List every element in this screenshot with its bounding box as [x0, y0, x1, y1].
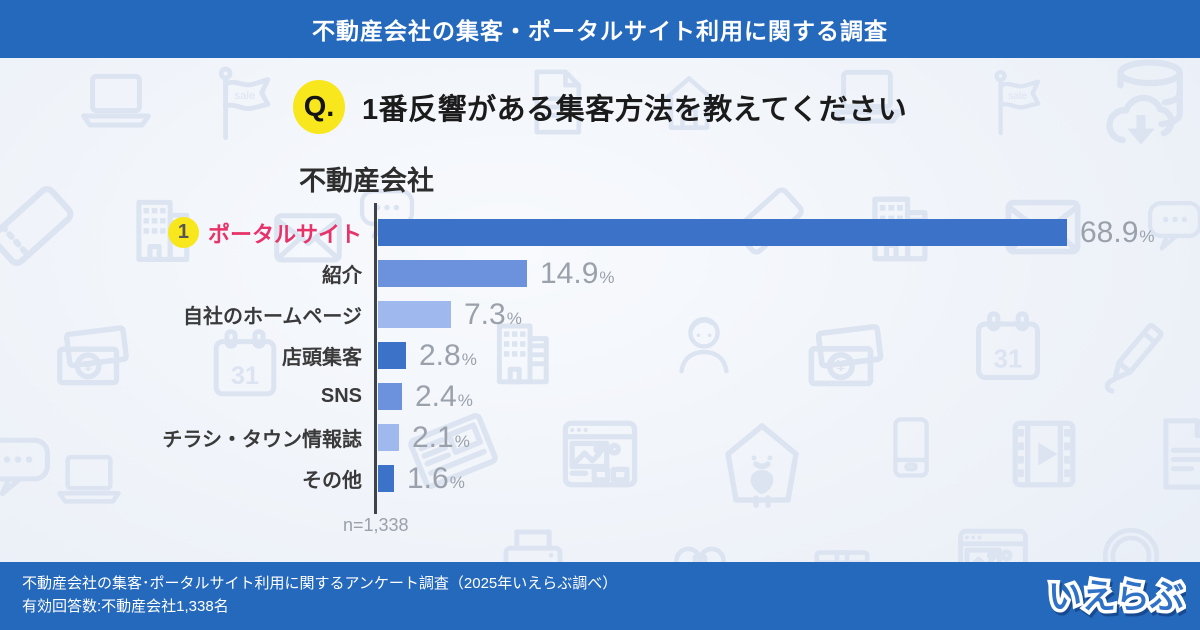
category-label: SNS — [0, 385, 362, 408]
bar — [378, 424, 399, 451]
category-label: 紹介 — [0, 259, 362, 288]
bar — [378, 465, 394, 492]
question-badge: Q. — [293, 80, 345, 134]
value-number: 14.9 — [540, 256, 599, 290]
bar — [378, 260, 527, 287]
category-label-text: ポータルサイト — [207, 221, 362, 247]
chart-row: SNS 2.4 % — [0, 376, 1200, 417]
question-row: Q. 1番反響がある集客方法を教えてください — [293, 80, 907, 134]
value-label: 68.9 % — [1080, 216, 1155, 250]
value-number: 2.1 — [412, 420, 454, 454]
value-unit: % — [457, 390, 473, 410]
category-label: 店頭集客 — [0, 341, 362, 370]
chart-row: その他 1.6 % — [0, 458, 1200, 499]
survey-source-line2: 有効回答数:不動産会社1,338名 — [22, 597, 229, 615]
value-number: 2.4 — [415, 379, 457, 413]
category-label: 自社のホームページ — [0, 300, 362, 329]
category-label-text: SNS — [320, 385, 362, 407]
bar-chart: 1 ポータルサイト 68.9 % 紹介 14.9 % 自社のホームページ 7.3… — [0, 212, 1200, 499]
category-label-text: 店頭集客 — [282, 347, 362, 369]
value-label: 2.8 % — [419, 339, 477, 373]
category-label: チラシ・タウン情報誌 — [0, 423, 362, 452]
value-unit: % — [461, 349, 477, 369]
header-banner: 不動産会社の集客・ポータルサイト利用に関する調査 — [0, 0, 1200, 58]
database-cloud-download-icon — [1110, 63, 1180, 145]
value-unit: % — [449, 472, 465, 492]
value-number: 2.8 — [419, 338, 461, 372]
value-number: 1.6 — [407, 461, 449, 495]
chart-row: チラシ・タウン情報誌 2.1 % — [0, 417, 1200, 458]
category-label: 1 ポータルサイト — [0, 217, 362, 249]
question-text: 1番反響がある集客方法を教えてください — [362, 94, 908, 126]
chart-title: 不動産会社 — [299, 166, 434, 196]
category-label-text: その他 — [302, 470, 362, 492]
category-label-text: チラシ・タウン情報誌 — [162, 429, 362, 451]
value-label: 2.4 % — [415, 380, 473, 414]
value-label: 14.9 % — [540, 257, 615, 291]
chart-axis-line — [374, 203, 377, 514]
chart-row: 紹介 14.9 % — [0, 253, 1200, 294]
ielove-logo: いえらぶ — [1046, 575, 1186, 620]
survey-source-line1: 不動産会社の集客･ポータルサイト利用に関するアンケート調査（2025年いえらぶ調… — [22, 575, 618, 592]
value-unit: % — [1139, 226, 1155, 246]
sample-size-note: n=1,338 — [343, 515, 409, 535]
rank-1-badge: 1 — [167, 217, 199, 248]
sale-flag-icon — [997, 72, 1038, 133]
sale-flag-icon — [221, 69, 268, 138]
page-title: 不動産会社の集客・ポータルサイト利用に関する調査 — [312, 18, 888, 44]
value-unit: % — [454, 431, 470, 451]
bar — [378, 342, 406, 369]
category-label-text: 紹介 — [322, 265, 362, 287]
value-label: 2.1 % — [412, 421, 470, 455]
value-number: 68.9 — [1080, 215, 1139, 249]
value-label: 7.3 % — [464, 298, 522, 332]
bar — [378, 219, 1067, 246]
ielove-logo-text: いえらぶ — [1048, 578, 1184, 616]
laptop-icon — [84, 76, 149, 125]
survey-source-note: 不動産会社の集客･ポータルサイト利用に関するアンケート調査（2025年いえらぶ調… — [22, 573, 617, 618]
chart-row: 店頭集客 2.8 % — [0, 335, 1200, 376]
footer-banner: 不動産会社の集客･ポータルサイト利用に関するアンケート調査（2025年いえらぶ調… — [0, 562, 1200, 630]
chart-row: 1 ポータルサイト 68.9 % — [0, 212, 1200, 253]
value-number: 7.3 — [464, 297, 506, 331]
category-label: その他 — [0, 464, 362, 493]
bar — [378, 301, 451, 328]
value-unit: % — [506, 308, 522, 328]
value-unit: % — [599, 267, 615, 287]
category-label-text: 自社のホームページ — [183, 306, 362, 328]
chart-row: 自社のホームページ 7.3 % — [0, 294, 1200, 335]
value-label: 1.6 % — [407, 462, 465, 496]
bar — [378, 383, 402, 410]
